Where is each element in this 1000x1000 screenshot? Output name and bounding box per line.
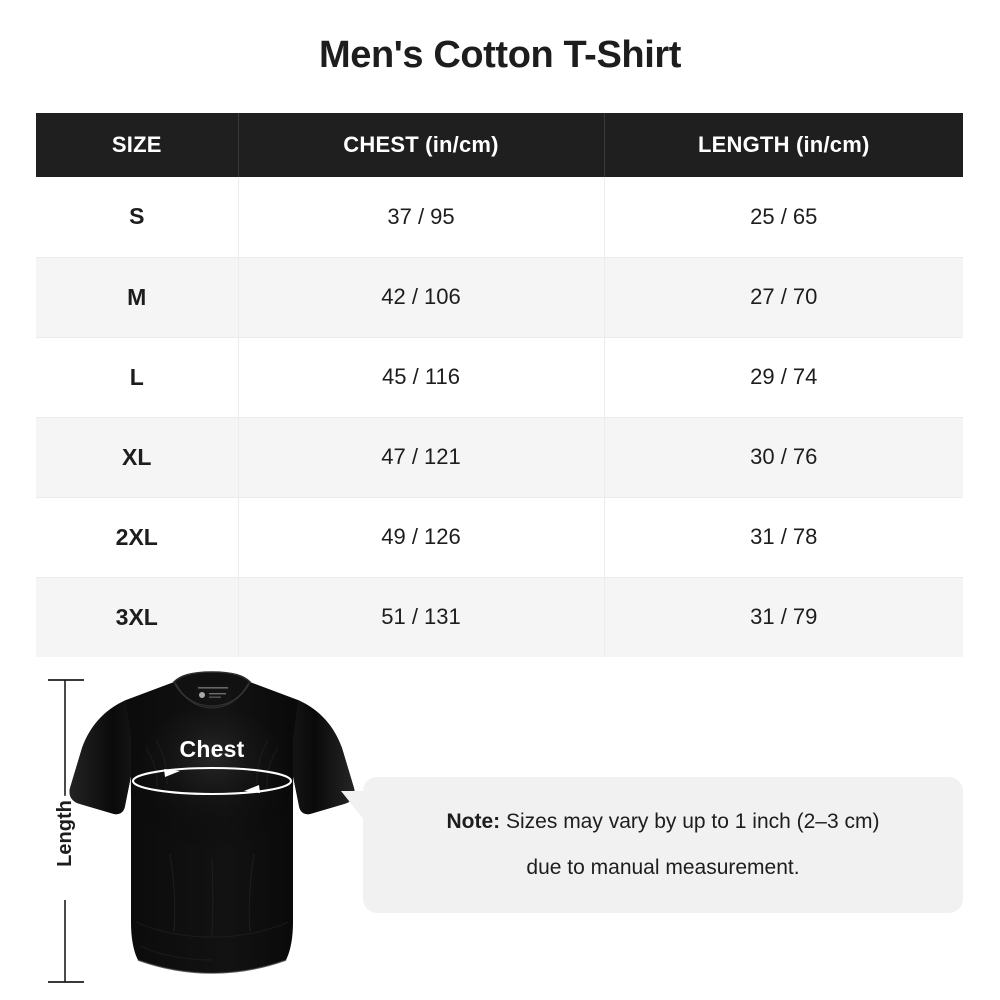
size-chart-table: SIZE CHEST (in/cm) LENGTH (in/cm) S 37 /… bbox=[36, 113, 963, 657]
table-header-row: SIZE CHEST (in/cm) LENGTH (in/cm) bbox=[36, 113, 963, 177]
cell-chest: 45 / 116 bbox=[238, 337, 605, 418]
cell-length: 25 / 65 bbox=[604, 177, 963, 258]
length-dimension-icon bbox=[48, 679, 84, 983]
column-header-chest: CHEST (in/cm) bbox=[238, 113, 605, 177]
cell-length: 29 / 74 bbox=[604, 337, 963, 418]
cell-chest: 37 / 95 bbox=[238, 177, 605, 258]
cell-size: 2XL bbox=[36, 497, 239, 578]
table-row: S 37 / 95 25 / 65 bbox=[36, 177, 963, 258]
page-title: Men's Cotton T-Shirt bbox=[319, 34, 681, 76]
cell-chest: 47 / 121 bbox=[238, 417, 605, 498]
cell-length: 31 / 78 bbox=[604, 497, 963, 578]
cell-size: S bbox=[36, 177, 239, 258]
cell-chest: 49 / 126 bbox=[238, 497, 605, 578]
column-header-size: SIZE bbox=[36, 113, 239, 177]
cell-size: XL bbox=[36, 417, 239, 498]
note-line-1: Note: Sizes may vary by up to 1 inch (2–… bbox=[447, 799, 880, 845]
cell-chest: 51 / 131 bbox=[238, 577, 605, 657]
note-line-2: due to manual measurement. bbox=[526, 856, 800, 879]
cell-size: M bbox=[36, 257, 239, 338]
cell-length: 31 / 79 bbox=[604, 577, 963, 657]
neck-tag-icon bbox=[195, 684, 231, 701]
cell-size: L bbox=[36, 337, 239, 418]
cell-chest: 42 / 106 bbox=[238, 257, 605, 338]
cell-length: 30 / 76 bbox=[604, 417, 963, 498]
cell-length: 27 / 70 bbox=[604, 257, 963, 338]
note-lead: Note: bbox=[446, 810, 501, 833]
chest-measure-arrow-icon bbox=[131, 766, 293, 796]
column-header-length: LENGTH (in/cm) bbox=[604, 113, 963, 177]
table-row: L 45 / 116 29 / 74 bbox=[36, 337, 963, 418]
note-line-1-rest: Sizes may vary by up to 1 inch (2–3 cm) bbox=[500, 810, 880, 833]
tshirt-illustration-icon bbox=[69, 671, 355, 974]
table-row: 3XL 51 / 131 31 / 79 bbox=[36, 577, 963, 657]
table-row: M 42 / 106 27 / 70 bbox=[36, 257, 963, 338]
table-row: 2XL 49 / 126 31 / 78 bbox=[36, 497, 963, 578]
measurement-diagram: Length bbox=[0, 662, 1000, 1000]
note-callout: Note: Sizes may vary by up to 1 inch (2–… bbox=[341, 777, 963, 913]
cell-size: 3XL bbox=[36, 577, 239, 657]
table-row: XL 47 / 121 30 / 76 bbox=[36, 417, 963, 498]
